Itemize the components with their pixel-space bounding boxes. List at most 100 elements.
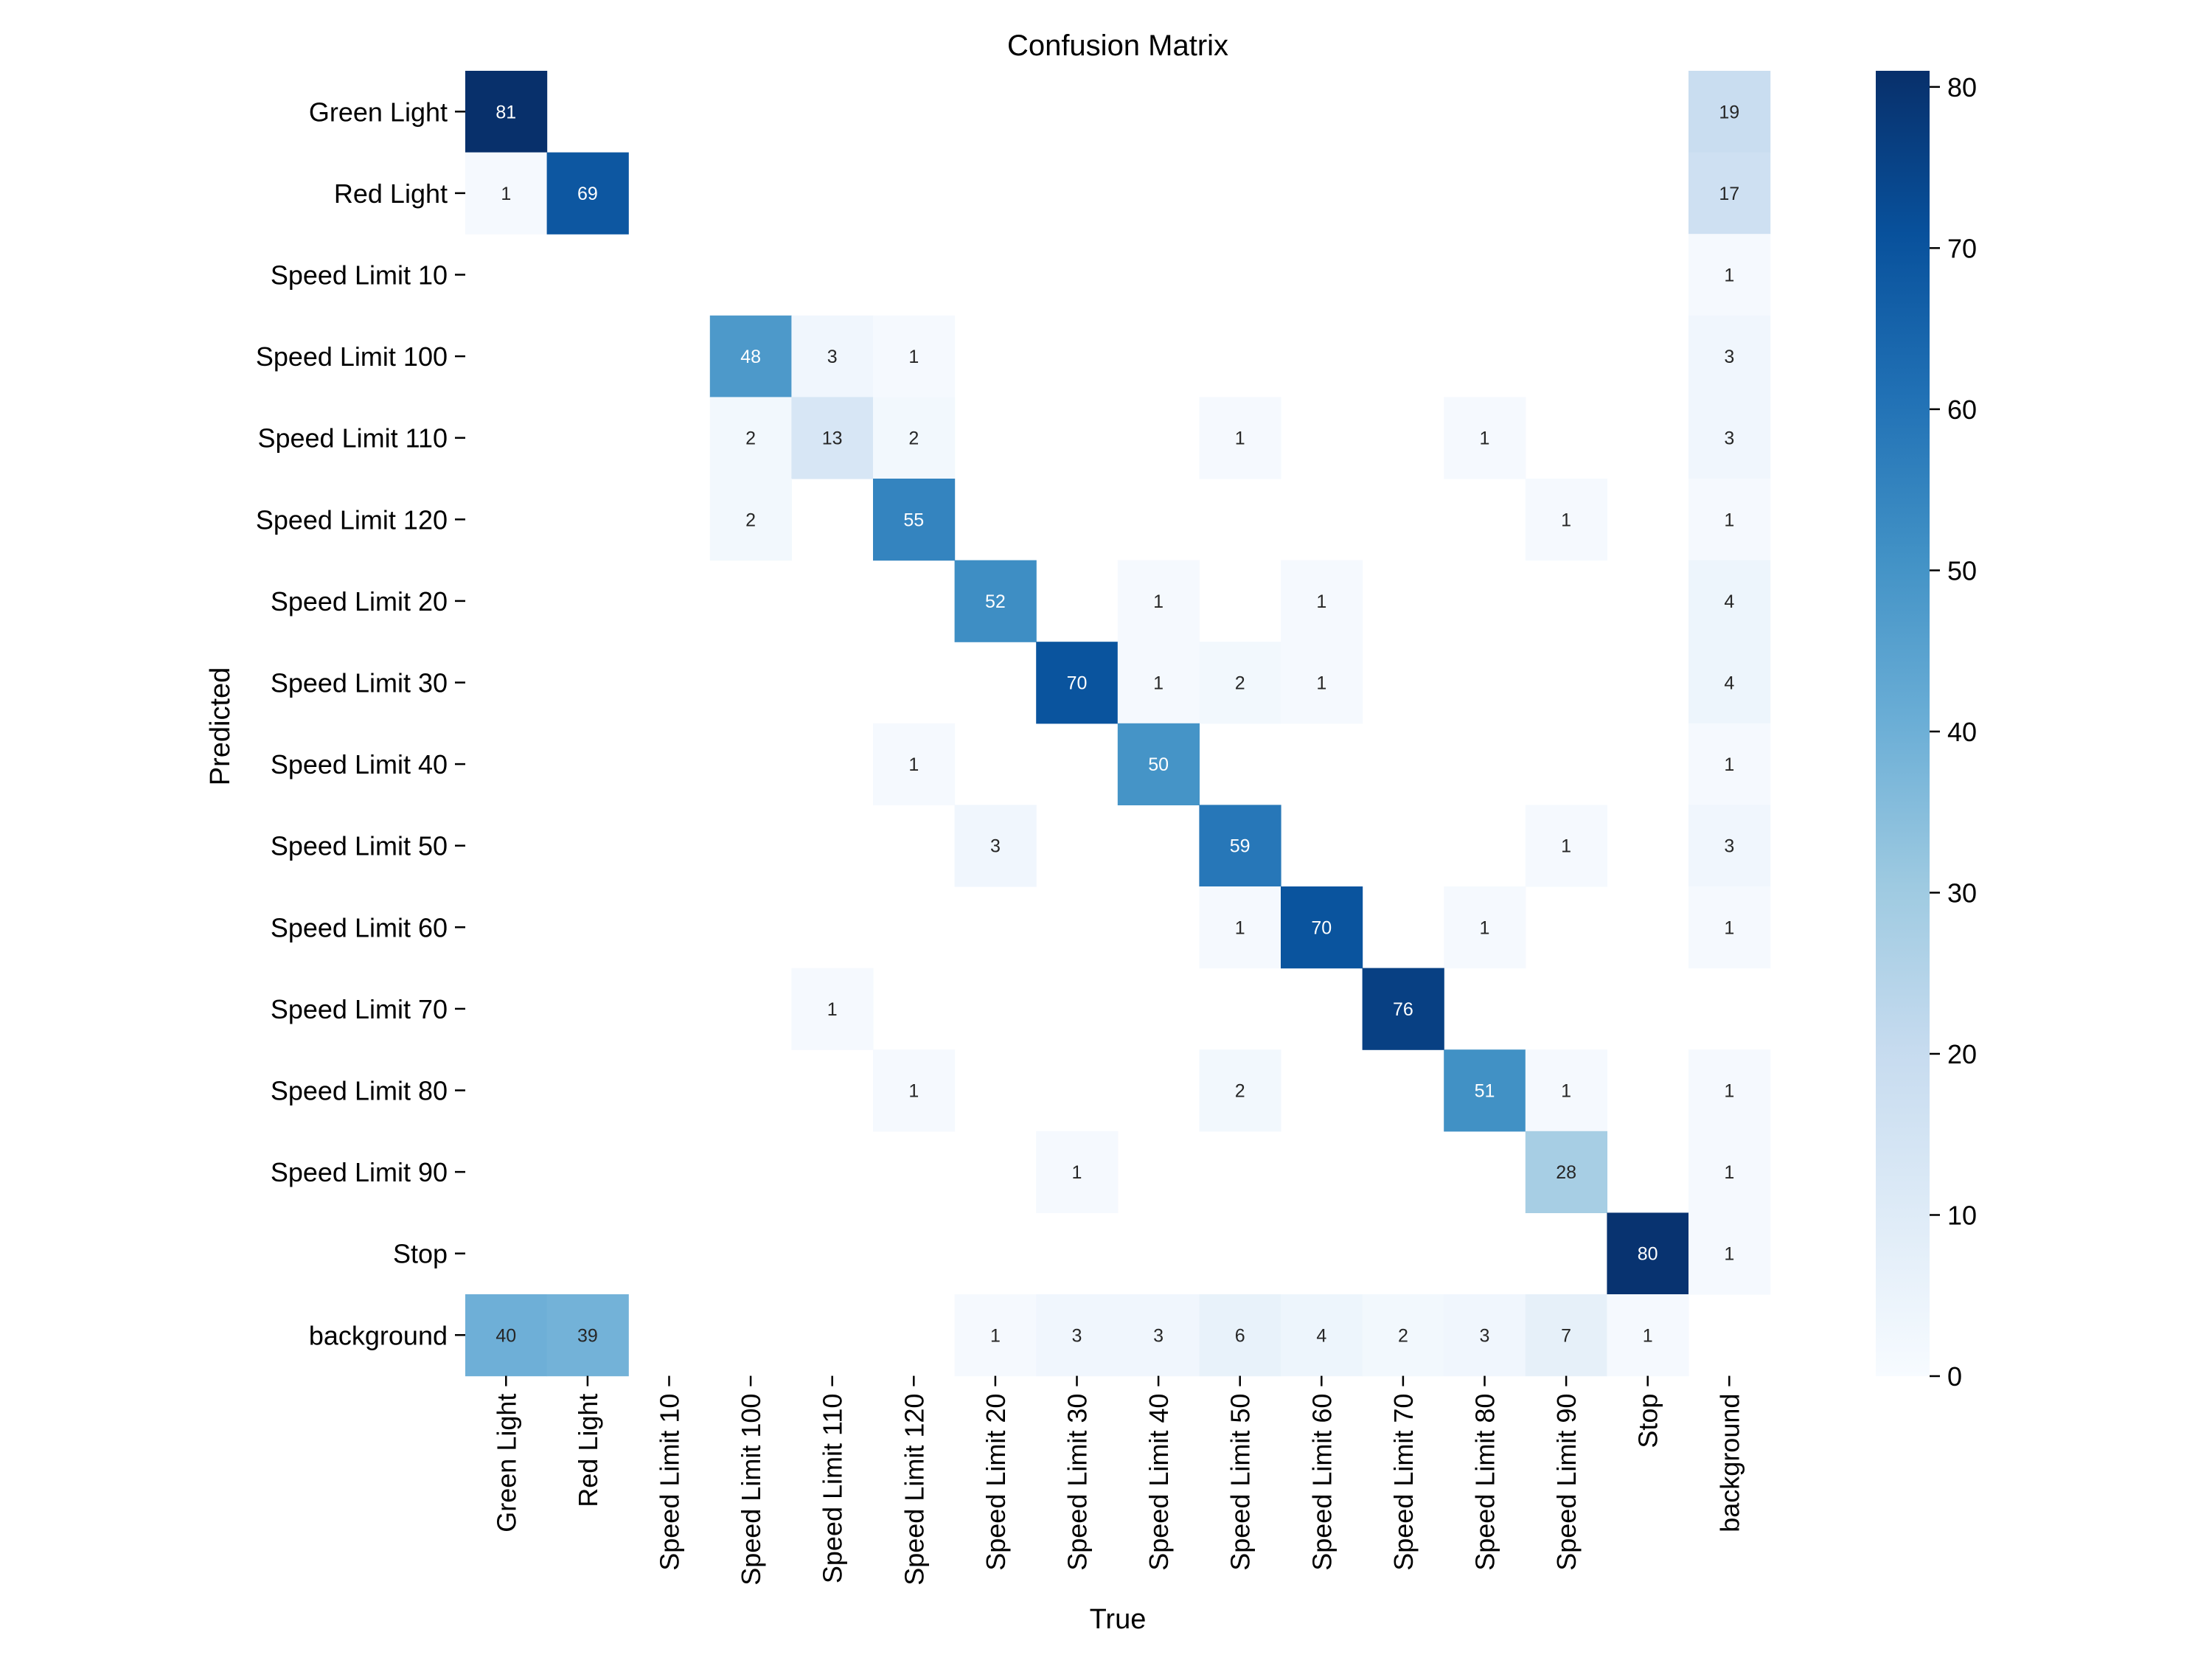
cell-value: 40 <box>495 1325 516 1346</box>
heatmap-cell <box>1281 560 1363 642</box>
heatmap-cell <box>1281 1294 1363 1377</box>
column-tick-label: Speed Limit 70 <box>1388 1394 1419 1571</box>
cell-value: 6 <box>1235 1325 1245 1346</box>
heatmap-cell <box>465 1294 548 1377</box>
heatmap-cell <box>465 71 548 153</box>
cell-value: 1 <box>1480 428 1490 449</box>
heatmap-cell <box>1688 805 1771 887</box>
heatmap-cell <box>1036 1294 1119 1377</box>
row-tick-label: Green Light <box>309 97 448 127</box>
cell-value: 3 <box>1153 1325 1164 1346</box>
heatmap-cell <box>1362 968 1444 1050</box>
cell-value: 28 <box>1556 1162 1576 1183</box>
cell-value: 19 <box>1719 102 1739 122</box>
heatmap-cell <box>873 315 956 397</box>
heatmap-cell <box>1199 886 1281 969</box>
heatmap-cell <box>1199 805 1281 887</box>
column-tick-label: Speed Limit 90 <box>1551 1394 1582 1571</box>
cell-value: 3 <box>827 347 838 367</box>
heatmap-cell <box>1281 886 1363 969</box>
cell-value: 59 <box>1230 836 1251 857</box>
heatmap-cell <box>954 805 1037 887</box>
heatmap-cell <box>1607 1294 1689 1377</box>
cell-value: 3 <box>990 836 1001 857</box>
chart-title: Confusion Matrix <box>1007 29 1228 62</box>
colorbar: 0 10 20 30 40 50 60 70 80 <box>1876 71 1977 1392</box>
heatmap-cell <box>954 560 1037 642</box>
colorbar-tick-label: 60 <box>1947 395 1977 425</box>
cell-value: 1 <box>1480 917 1490 938</box>
heatmap-cell <box>1688 1049 1771 1132</box>
row-tick-label: Speed Limit 50 <box>271 831 448 861</box>
heatmap-cell <box>1117 723 1200 805</box>
heatmap-cell <box>1688 1212 1771 1295</box>
cell-value: 1 <box>1072 1162 1082 1183</box>
cell-value: 1 <box>1724 1162 1734 1183</box>
heatmap-cell <box>1688 723 1771 805</box>
heatmap-cell <box>1444 1294 1526 1377</box>
heatmap-cell <box>1199 1294 1281 1377</box>
heatmap-cell <box>873 397 956 479</box>
cell-value: 51 <box>1475 1081 1495 1102</box>
x-axis-label: True <box>1090 1604 1147 1635</box>
colorbar-tick-label: 20 <box>1947 1039 1977 1069</box>
cell-value: 1 <box>501 184 511 204</box>
heatmap-cell <box>1688 560 1771 642</box>
cell-value: 13 <box>822 428 843 449</box>
column-tick-label: Speed Limit 40 <box>1144 1394 1174 1571</box>
heatmap-cells <box>465 71 1771 1377</box>
heatmap-cell <box>1688 234 1771 316</box>
colorbar-tick-label: 10 <box>1947 1200 1977 1230</box>
row-tick-label: Speed Limit 60 <box>271 912 448 942</box>
cell-value: 4 <box>1724 591 1734 612</box>
column-tick-label: Green Light <box>491 1394 521 1532</box>
row-tick-label: Speed Limit 100 <box>256 341 448 372</box>
cell-value: 1 <box>1153 673 1164 694</box>
colorbar-tick-label: 70 <box>1947 233 1977 263</box>
cell-value: 1 <box>1724 754 1734 775</box>
cell-value: 1 <box>990 1325 1001 1346</box>
cell-value: 69 <box>577 184 598 204</box>
heatmap-cell <box>1688 886 1771 969</box>
heatmap-cell <box>1525 1049 1607 1132</box>
cell-value: 1 <box>1316 591 1326 612</box>
heatmap-cell <box>1688 642 1771 724</box>
cell-value: 81 <box>495 102 516 122</box>
heatmap-cell <box>1525 1131 1607 1213</box>
row-tick-label: background <box>309 1320 448 1350</box>
row-tick-label: Speed Limit 10 <box>271 260 448 291</box>
column-tick-label: Speed Limit 30 <box>1062 1394 1093 1571</box>
cell-value: 3 <box>1724 347 1734 367</box>
cell-value: 76 <box>1393 999 1413 1020</box>
cell-value: 1 <box>1316 673 1326 694</box>
cell-value: 1 <box>908 754 919 775</box>
cell-value: 4 <box>1316 1325 1326 1346</box>
cell-value: 3 <box>1072 1325 1082 1346</box>
cell-value: 52 <box>985 591 1006 612</box>
column-tick-label: Speed Limit 20 <box>981 1394 1011 1571</box>
cell-value: 2 <box>1235 673 1245 694</box>
heatmap-cell <box>1036 1131 1119 1213</box>
heatmap-cell <box>709 479 792 561</box>
row-tick-label: Speed Limit 80 <box>271 1076 448 1106</box>
cell-value: 1 <box>1561 836 1571 857</box>
heatmap-cell <box>1199 397 1281 479</box>
cell-value: 3 <box>1480 1325 1490 1346</box>
cell-value: 70 <box>1311 917 1332 938</box>
row-tick-label: Speed Limit 110 <box>257 423 448 454</box>
heatmap-cell <box>791 315 874 397</box>
column-tick-label: Speed Limit 50 <box>1225 1394 1256 1571</box>
cell-value: 80 <box>1638 1244 1658 1265</box>
row-tick-label: Speed Limit 70 <box>271 994 448 1024</box>
column-tick-labels: Green Light Red Light Speed Limit 10 Speed … <box>491 1375 1745 1586</box>
cell-value: 4 <box>1724 673 1734 694</box>
colorbar-tick-label: 40 <box>1947 717 1977 747</box>
heatmap-cell <box>873 1049 956 1132</box>
heatmap-cell <box>709 397 792 479</box>
heatmap-cell <box>1444 1049 1526 1132</box>
heatmap-cell <box>873 723 956 805</box>
cell-value: 1 <box>1724 510 1734 530</box>
column-tick-label: Speed Limit 100 <box>736 1394 766 1586</box>
